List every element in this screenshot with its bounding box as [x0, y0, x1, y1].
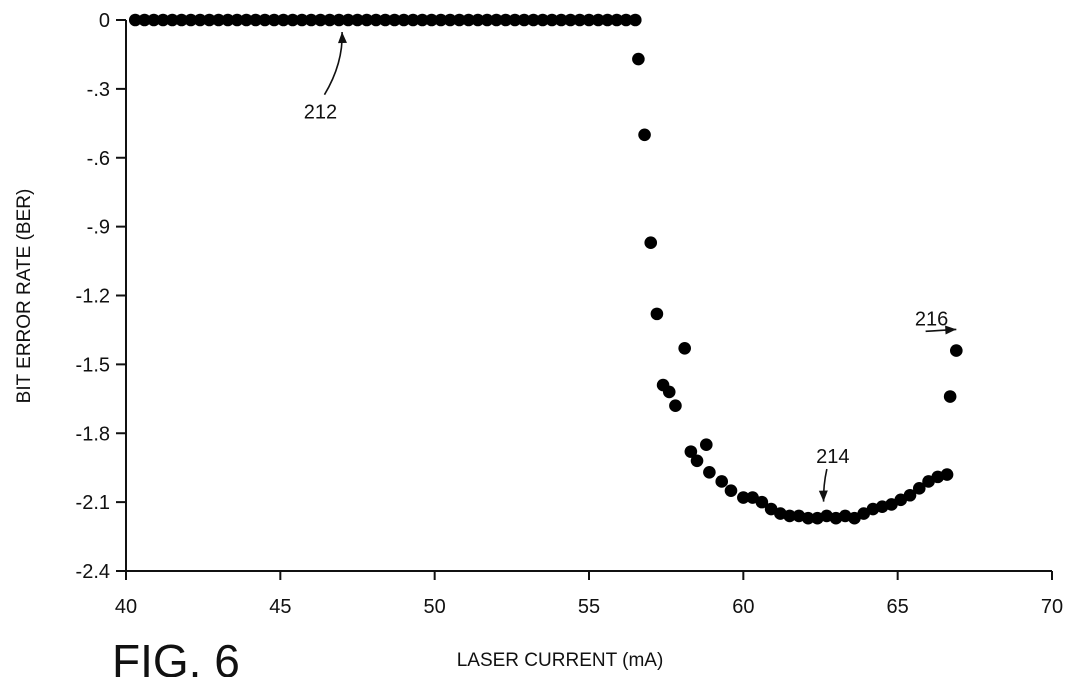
- y-tick-label: -.3: [87, 79, 110, 101]
- y-tick-label: -1.2: [76, 286, 110, 308]
- data-point: [669, 399, 682, 412]
- x-tick-label: 50: [424, 596, 446, 618]
- annotation-label: 214: [816, 446, 849, 468]
- data-point: [941, 468, 954, 481]
- data-point: [950, 344, 963, 357]
- data-point: [638, 128, 651, 141]
- data-point: [644, 236, 657, 249]
- y-axis-title: BIT ERROR RATE (BER): [14, 189, 35, 404]
- x-tick-label: 60: [732, 596, 754, 618]
- x-tick-label: 40: [115, 596, 137, 618]
- y-tick-label: -.6: [87, 148, 110, 170]
- x-axis-title: LASER CURRENT (mA): [457, 650, 664, 671]
- y-tick-label: -1.8: [76, 423, 110, 445]
- x-tick-label: 45: [269, 596, 291, 618]
- annotation-arrowhead: [819, 491, 828, 502]
- annotation-label: 216: [915, 308, 948, 330]
- data-point: [691, 455, 704, 468]
- figure-label: FIG. 6: [112, 635, 240, 677]
- data-point: [663, 386, 676, 399]
- data-point: [944, 390, 957, 403]
- data-point: [715, 475, 728, 488]
- data-point: [700, 438, 713, 451]
- data-point: [678, 342, 691, 355]
- annotation-arrowhead: [945, 326, 956, 335]
- annotation-arrowhead: [338, 32, 347, 43]
- x-tick-label: 65: [887, 596, 909, 618]
- annotation-label: 212: [304, 102, 337, 124]
- data-point: [632, 53, 645, 66]
- data-point: [725, 484, 738, 497]
- y-tick-label: -2.1: [76, 492, 110, 514]
- y-tick-label: 0: [99, 10, 110, 32]
- data-point: [703, 466, 716, 479]
- y-tick-label: -2.4: [76, 561, 110, 583]
- x-tick-label: 55: [578, 596, 600, 618]
- x-tick-label: 70: [1041, 596, 1063, 618]
- annotations: 212 214 216: [304, 32, 957, 502]
- y-tick-label: -.9: [87, 217, 110, 239]
- data-point: [651, 308, 664, 321]
- y-tick-label: -1.5: [76, 354, 110, 376]
- data-point: [629, 14, 642, 27]
